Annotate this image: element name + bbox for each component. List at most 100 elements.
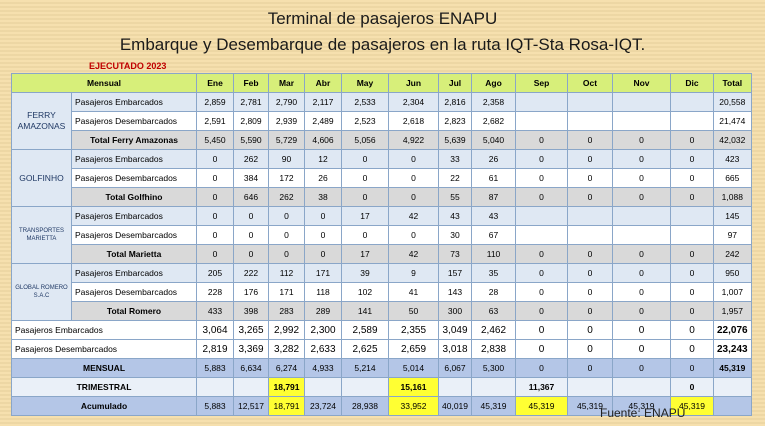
- row-total-cell: 20,558: [713, 92, 752, 112]
- month-cell: 0: [612, 263, 671, 283]
- month-cell: [515, 111, 568, 131]
- row-total-cell: 242: [713, 244, 752, 264]
- month-cell: [612, 377, 671, 397]
- column-header: Ago: [471, 73, 516, 93]
- column-header: May: [341, 73, 389, 93]
- month-cell: 5,639: [438, 130, 472, 150]
- month-cell: 90: [268, 149, 305, 169]
- month-cell: 41: [388, 282, 439, 302]
- source-note: Fuente: ENAPU: [600, 406, 686, 420]
- summary-label: TRIMESTRAL: [11, 377, 197, 397]
- month-cell: 43: [438, 206, 472, 226]
- month-cell: 0: [612, 301, 671, 321]
- month-cell: 3,282: [268, 339, 305, 359]
- month-cell: [567, 377, 613, 397]
- month-cell: 2,633: [304, 339, 342, 359]
- month-cell: 45,319: [471, 396, 516, 416]
- month-cell: 0: [670, 187, 714, 207]
- month-cell: 5,883: [196, 358, 234, 378]
- company-name: GOLFINHO: [11, 149, 72, 207]
- month-cell: [670, 111, 714, 131]
- month-cell: 2,304: [388, 92, 439, 112]
- month-cell: 0: [567, 320, 613, 340]
- month-cell: 2,659: [388, 339, 439, 359]
- month-cell: 0: [612, 130, 671, 150]
- month-cell: 5,450: [196, 130, 234, 150]
- row-total-cell: 423: [713, 149, 752, 169]
- month-cell: 0: [196, 187, 234, 207]
- month-cell: 12,517: [233, 396, 269, 416]
- month-cell: 0: [612, 282, 671, 302]
- column-header: Feb: [233, 73, 269, 93]
- month-cell: 0: [388, 187, 439, 207]
- month-cell: 0: [233, 225, 269, 245]
- month-cell: [438, 377, 472, 397]
- month-cell: 5,300: [471, 358, 516, 378]
- month-cell: 45,319: [515, 396, 568, 416]
- month-cell: 0: [341, 187, 389, 207]
- month-cell: 30: [438, 225, 472, 245]
- month-cell: 0: [670, 130, 714, 150]
- month-cell: 0: [233, 244, 269, 264]
- month-cell: 0: [670, 358, 714, 378]
- month-cell: 55: [438, 187, 472, 207]
- month-cell: 262: [233, 149, 269, 169]
- month-cell: 0: [670, 244, 714, 264]
- month-cell: 0: [515, 263, 568, 283]
- month-cell: 0: [515, 130, 568, 150]
- month-cell: 0: [567, 282, 613, 302]
- month-cell: 646: [233, 187, 269, 207]
- month-cell: 2,809: [233, 111, 269, 131]
- month-cell: 2,790: [268, 92, 305, 112]
- month-cell: 0: [196, 149, 234, 169]
- month-cell: 0: [567, 301, 613, 321]
- company-total-row: Total Romero 433 398 283 289 141 50 300 63 0 0 0 0 1,…: [12, 301, 752, 321]
- row-label: Pasajeros Embarcados: [71, 149, 197, 169]
- summary-row-trimestral: TRIMESTRAL 18,791 15,161 11,367 0: [11, 377, 752, 397]
- month-cell: 2,591: [196, 111, 234, 131]
- month-cell: 0: [515, 168, 568, 188]
- month-cell: 384: [233, 168, 269, 188]
- month-cell: 2,589: [341, 320, 389, 340]
- month-cell: [196, 377, 234, 397]
- month-cell: 45,319: [567, 396, 613, 416]
- month-cell: 4,606: [304, 130, 342, 150]
- month-cell: 33,952: [388, 396, 439, 416]
- table-row: Pasajeros Desembarcados 0 384 172 26 0 0 22 61 0 0…: [12, 168, 752, 188]
- month-cell: 0: [567, 130, 613, 150]
- month-cell: 15,161: [388, 377, 439, 397]
- month-cell: [471, 377, 516, 397]
- month-cell: 0: [388, 225, 439, 245]
- row-total-cell: 950: [713, 263, 752, 283]
- table-row: TRANSPORTES MARIETTA Pasajeros Embarcados…: [11, 206, 752, 264]
- column-header: Jun: [388, 73, 439, 93]
- month-cell: 2,462: [471, 320, 516, 340]
- month-cell: 2,939: [268, 111, 305, 131]
- month-cell: 0: [341, 168, 389, 188]
- month-cell: 0: [612, 339, 671, 359]
- month-cell: 0: [341, 149, 389, 169]
- month-cell: 2,300: [304, 320, 342, 340]
- month-cell: 0: [388, 168, 439, 188]
- row-label: Pasajeros Embarcados: [71, 263, 197, 283]
- row-label: Pasajeros Desembarcados: [71, 282, 197, 302]
- table-row: Pasajeros Desembarcados 228 176 171 118 102 41…: [12, 282, 752, 302]
- row-total-cell: 1,088: [713, 187, 752, 207]
- row-total-cell: 23,243: [713, 339, 752, 359]
- month-cell: 0: [196, 244, 234, 264]
- table-row: Pasajeros Desembarcados 0 0 0 0 0 0 30 67 97: [12, 225, 752, 245]
- month-cell: 0: [515, 339, 568, 359]
- month-cell: 0: [268, 244, 305, 264]
- month-cell: 42: [388, 206, 439, 226]
- column-header: Nov: [612, 73, 671, 93]
- month-cell: [515, 206, 568, 226]
- month-cell: 87: [471, 187, 516, 207]
- month-cell: 0: [612, 168, 671, 188]
- month-cell: 228: [196, 282, 234, 302]
- month-cell: 2,618: [388, 111, 439, 131]
- month-cell: 26: [304, 168, 342, 188]
- month-cell: 0: [567, 358, 613, 378]
- month-cell: 2,533: [341, 92, 389, 112]
- page-subtitle: Embarque y Desembarque de pasajeros en l…: [119, 35, 646, 54]
- row-label: Pasajeros Desembarcados: [71, 111, 197, 131]
